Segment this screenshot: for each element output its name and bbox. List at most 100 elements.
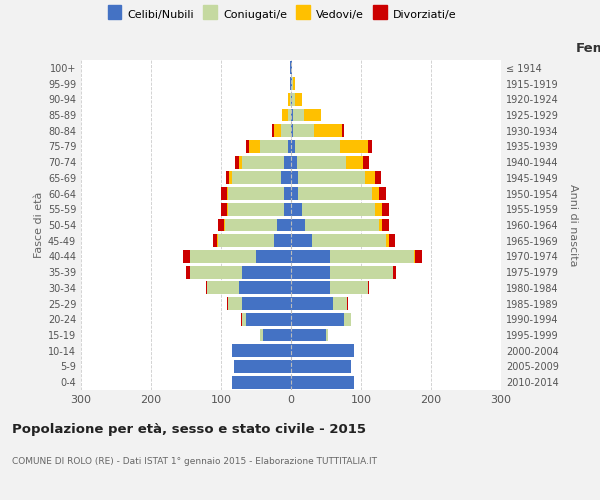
- Bar: [291, 344, 354, 357]
- Bar: [379, 218, 382, 232]
- Bar: [287, 108, 291, 122]
- Bar: [291, 234, 312, 247]
- Bar: [291, 218, 305, 232]
- Bar: [233, 360, 291, 373]
- Bar: [218, 234, 274, 247]
- Bar: [291, 140, 295, 153]
- Bar: [371, 187, 379, 200]
- Bar: [190, 250, 256, 263]
- Bar: [302, 203, 375, 215]
- Bar: [291, 297, 333, 310]
- Bar: [239, 282, 291, 294]
- Bar: [249, 140, 260, 153]
- Bar: [291, 250, 329, 263]
- Bar: [304, 108, 321, 122]
- Bar: [291, 376, 354, 388]
- Bar: [295, 93, 302, 106]
- Bar: [342, 124, 343, 137]
- Bar: [392, 266, 396, 278]
- Bar: [314, 124, 342, 137]
- Bar: [293, 124, 314, 137]
- Bar: [291, 360, 350, 373]
- Bar: [186, 266, 190, 278]
- Bar: [347, 297, 349, 310]
- Bar: [386, 234, 389, 247]
- Bar: [182, 250, 190, 263]
- Y-axis label: Anni di nascita: Anni di nascita: [568, 184, 578, 266]
- Bar: [227, 297, 228, 310]
- Bar: [389, 234, 395, 247]
- Bar: [214, 234, 217, 247]
- Bar: [291, 328, 326, 342]
- Bar: [274, 234, 291, 247]
- Bar: [241, 313, 242, 326]
- Bar: [368, 282, 370, 294]
- Bar: [292, 93, 295, 106]
- Bar: [290, 77, 291, 90]
- Bar: [221, 203, 227, 215]
- Bar: [346, 156, 363, 168]
- Bar: [263, 328, 291, 342]
- Bar: [217, 234, 218, 247]
- Bar: [379, 187, 386, 200]
- Bar: [363, 156, 369, 168]
- Bar: [227, 187, 228, 200]
- Bar: [295, 140, 340, 153]
- Bar: [298, 187, 371, 200]
- Bar: [287, 93, 290, 106]
- Bar: [340, 140, 368, 153]
- Bar: [228, 187, 284, 200]
- Bar: [312, 234, 386, 247]
- Bar: [284, 203, 291, 215]
- Bar: [245, 140, 249, 153]
- Bar: [290, 62, 291, 74]
- Bar: [232, 344, 291, 357]
- Bar: [281, 124, 291, 137]
- Bar: [291, 156, 296, 168]
- Bar: [413, 250, 415, 263]
- Bar: [293, 77, 295, 90]
- Bar: [291, 282, 329, 294]
- Bar: [415, 250, 422, 263]
- Bar: [291, 62, 292, 74]
- Bar: [375, 203, 382, 215]
- Bar: [239, 156, 242, 168]
- Text: Femmine: Femmine: [576, 42, 600, 55]
- Bar: [291, 124, 293, 137]
- Bar: [226, 172, 229, 184]
- Bar: [260, 328, 263, 342]
- Bar: [382, 203, 389, 215]
- Bar: [245, 313, 291, 326]
- Bar: [274, 124, 281, 137]
- Bar: [260, 140, 287, 153]
- Bar: [329, 282, 368, 294]
- Bar: [227, 203, 228, 215]
- Bar: [333, 297, 347, 310]
- Bar: [242, 297, 291, 310]
- Y-axis label: Fasce di età: Fasce di età: [34, 192, 44, 258]
- Bar: [232, 172, 281, 184]
- Bar: [218, 218, 224, 232]
- Bar: [326, 328, 328, 342]
- Bar: [343, 313, 350, 326]
- Bar: [235, 156, 239, 168]
- Bar: [365, 172, 375, 184]
- Bar: [291, 187, 298, 200]
- Bar: [291, 77, 292, 90]
- Bar: [382, 218, 389, 232]
- Bar: [305, 218, 379, 232]
- Bar: [282, 108, 287, 122]
- Bar: [291, 203, 302, 215]
- Bar: [329, 266, 392, 278]
- Text: COMUNE DI ROLO (RE) - Dati ISTAT 1° gennaio 2015 - Elaborazione TUTTITALIA.IT: COMUNE DI ROLO (RE) - Dati ISTAT 1° genn…: [12, 458, 377, 466]
- Bar: [228, 297, 242, 310]
- Bar: [229, 172, 232, 184]
- Bar: [228, 203, 284, 215]
- Bar: [368, 140, 371, 153]
- Bar: [296, 156, 346, 168]
- Bar: [277, 218, 291, 232]
- Bar: [206, 282, 207, 294]
- Bar: [256, 250, 291, 263]
- Bar: [242, 313, 245, 326]
- Bar: [232, 376, 291, 388]
